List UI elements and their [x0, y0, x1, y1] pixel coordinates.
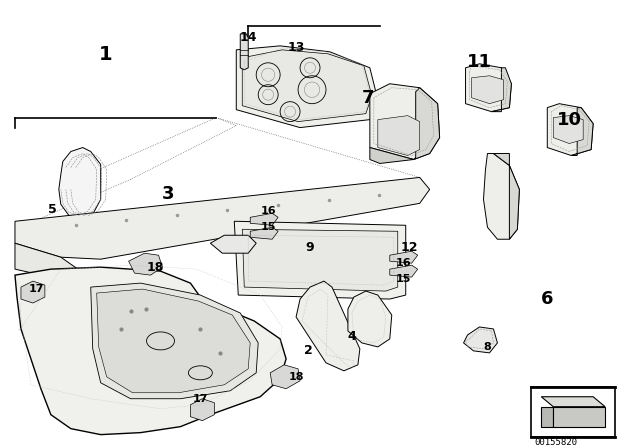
Text: 5: 5 [49, 203, 57, 216]
Polygon shape [240, 34, 248, 70]
Polygon shape [191, 399, 214, 421]
Polygon shape [541, 407, 553, 426]
Polygon shape [21, 281, 45, 303]
Text: 16: 16 [260, 207, 276, 216]
Polygon shape [572, 108, 593, 155]
Polygon shape [129, 253, 163, 275]
Text: 15: 15 [260, 222, 276, 232]
Polygon shape [296, 281, 360, 371]
Polygon shape [553, 116, 583, 143]
Polygon shape [493, 154, 520, 239]
Text: 11: 11 [467, 53, 492, 71]
Polygon shape [553, 407, 605, 426]
Polygon shape [370, 147, 413, 164]
Polygon shape [492, 68, 511, 112]
Polygon shape [243, 229, 397, 291]
Polygon shape [250, 213, 278, 225]
Polygon shape [541, 397, 605, 407]
Polygon shape [378, 116, 420, 155]
Polygon shape [234, 221, 406, 299]
Polygon shape [15, 267, 286, 435]
Text: 17: 17 [29, 284, 45, 294]
Text: 1: 1 [99, 45, 113, 65]
Polygon shape [348, 291, 392, 347]
Text: 15: 15 [396, 274, 412, 284]
Polygon shape [465, 64, 511, 112]
Polygon shape [59, 147, 100, 220]
Polygon shape [547, 103, 593, 155]
Polygon shape [390, 265, 418, 277]
Polygon shape [236, 46, 378, 128]
Polygon shape [413, 88, 440, 159]
Polygon shape [370, 84, 440, 159]
Text: 16: 16 [396, 258, 412, 268]
Polygon shape [243, 50, 372, 121]
Text: 13: 13 [287, 41, 305, 54]
Polygon shape [472, 76, 504, 103]
Polygon shape [211, 235, 256, 253]
Text: 17: 17 [193, 394, 208, 404]
Polygon shape [97, 289, 250, 393]
Polygon shape [15, 243, 81, 277]
Polygon shape [250, 227, 278, 239]
Text: 18: 18 [147, 261, 164, 274]
Text: 18: 18 [289, 372, 304, 382]
Text: 10: 10 [557, 111, 582, 129]
Text: 12: 12 [401, 241, 419, 254]
Polygon shape [390, 251, 418, 263]
Polygon shape [270, 365, 300, 389]
Polygon shape [15, 177, 429, 259]
Text: 14: 14 [239, 31, 257, 44]
Text: 6: 6 [541, 290, 554, 308]
Text: 7: 7 [362, 89, 374, 107]
Text: 4: 4 [348, 331, 356, 344]
Polygon shape [483, 154, 520, 239]
Text: 2: 2 [303, 345, 312, 358]
Text: 9: 9 [306, 241, 314, 254]
Polygon shape [463, 327, 497, 353]
Bar [531, 387, 615, 437]
Text: 8: 8 [484, 342, 492, 352]
Polygon shape [91, 283, 258, 399]
Text: 3: 3 [162, 185, 175, 203]
Text: 00155820: 00155820 [535, 438, 578, 447]
